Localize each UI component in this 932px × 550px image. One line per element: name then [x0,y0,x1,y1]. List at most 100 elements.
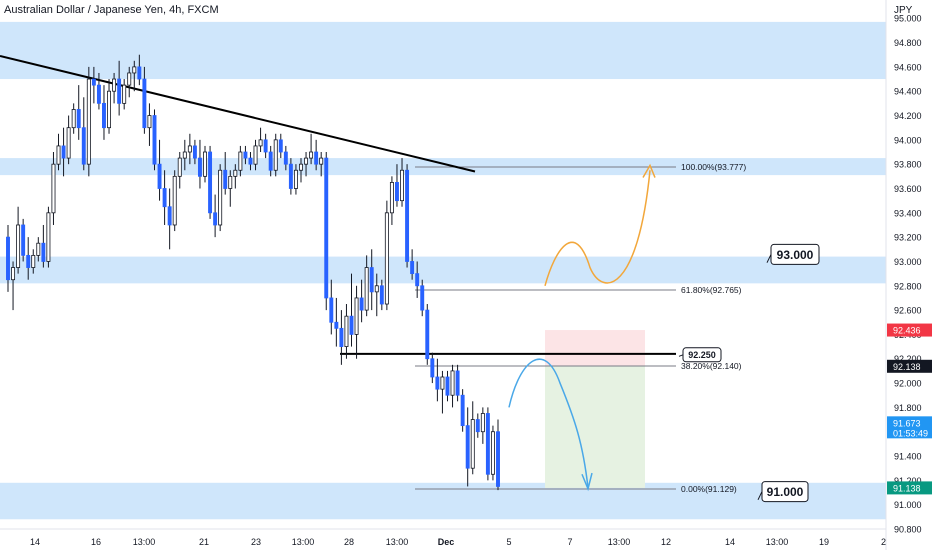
candle [213,194,218,238]
fib-level-label: 0.00%(91.129) [681,484,737,494]
candle-body [374,285,379,293]
candle [107,79,111,134]
candle [132,60,137,92]
candle [187,133,192,165]
candle [102,85,106,140]
candle [496,419,500,491]
candle-body [410,261,415,275]
candle-body [395,182,399,202]
time-tick-label: Dec [438,537,455,547]
time-tick-label: 13:00 [133,537,156,547]
candle [425,304,430,365]
time-tick-label: 23 [251,537,261,547]
candle [31,249,36,274]
price-tag-countdown: 01:53:49 [893,428,928,438]
price-tick-label: 91.000 [894,500,922,510]
candle-body [389,182,394,214]
candle-body [450,370,455,396]
callout-box [770,243,820,265]
price-tick-label: 90.800 [894,525,922,535]
price-tick-label: 94.200 [894,111,922,121]
time-tick-label: 14 [725,537,735,547]
price-tick-label: 93.400 [894,208,922,218]
candle [309,133,314,165]
price-callouts[interactable]: 93.000 92.250 91.000 [678,243,820,503]
candle-body [455,370,460,396]
candle-body [102,102,106,129]
candle [71,103,76,134]
trendline[interactable] [0,54,476,173]
price-axis[interactable]: JPY 95.000 94.800 94.600 94.400 94.200 94.000… [894,5,922,535]
drawn-lines[interactable] [0,54,676,355]
callout-label: 92.250 [688,350,716,360]
candle-body [319,157,324,165]
candle-body [496,431,500,487]
blue-projection-arrow[interactable] [508,358,589,488]
candle-body [11,267,16,281]
fib-level-label: 61.80%(92.765) [681,285,742,295]
candle-body [288,163,293,189]
candle-body [223,169,228,189]
time-axis[interactable]: 14 16 13:00 21 23 13:00 28 13:00 Dec 5 7 13:00 12 14 1… [30,537,886,547]
candle-body [304,157,309,165]
candle-body [359,297,364,311]
candle-body [36,242,41,256]
time-tick-label: 12 [661,537,671,547]
candle-body [364,267,369,311]
candle [405,164,410,268]
price-tag-value: 91.138 [893,483,921,493]
candle [283,145,288,171]
callout-pointer [757,491,763,501]
candle-body [127,72,132,86]
candle [258,127,263,153]
callout[interactable]: 92.250 [678,347,722,363]
candle-body [51,163,56,214]
candle-body [490,431,495,475]
price-tick-label: 93.200 [894,233,922,243]
blue-arrowhead [581,472,593,492]
candle-body [430,358,435,378]
price-tick-label: 95.000 [894,14,922,24]
callout[interactable]: 91.000 [757,481,809,503]
zone-band [0,256,886,284]
candle-body [420,285,425,311]
candle-body [41,242,46,262]
candle [208,145,213,219]
candle [379,279,384,311]
candle [238,145,243,177]
callout[interactable]: 93.000 [766,243,820,265]
candle [445,370,450,402]
price-tag-bg [887,323,932,337]
candle-body [485,413,490,475]
stop-loss-area[interactable] [545,330,645,367]
candle-body [172,175,177,226]
orange-projection-arrow[interactable] [544,170,651,286]
candle-body [465,425,470,469]
time-tick-label: 13:00 [766,537,789,547]
candle [324,152,329,311]
time-tick-label: 5 [506,537,511,547]
candle-body [122,84,127,104]
candle-body [445,376,450,396]
candle [440,370,445,414]
candle-body [405,169,410,262]
candle [455,364,460,402]
projection-arrows[interactable] [508,163,656,492]
candle-body [208,151,213,214]
time-tick-label: 13:00 [608,537,631,547]
candle-body [400,169,404,202]
price-tick-label: 92.800 [894,281,922,291]
candle-body [440,376,445,390]
candle-body [475,419,480,433]
candle-body [26,254,31,268]
candle-body [117,78,122,104]
candle [344,304,349,359]
callout-label: 91.000 [767,485,804,499]
candle [228,170,233,207]
candle [127,66,132,98]
candle-body [283,151,288,165]
candle [304,152,309,177]
time-tick-label: 21 [199,537,209,547]
candle-body [248,157,253,165]
